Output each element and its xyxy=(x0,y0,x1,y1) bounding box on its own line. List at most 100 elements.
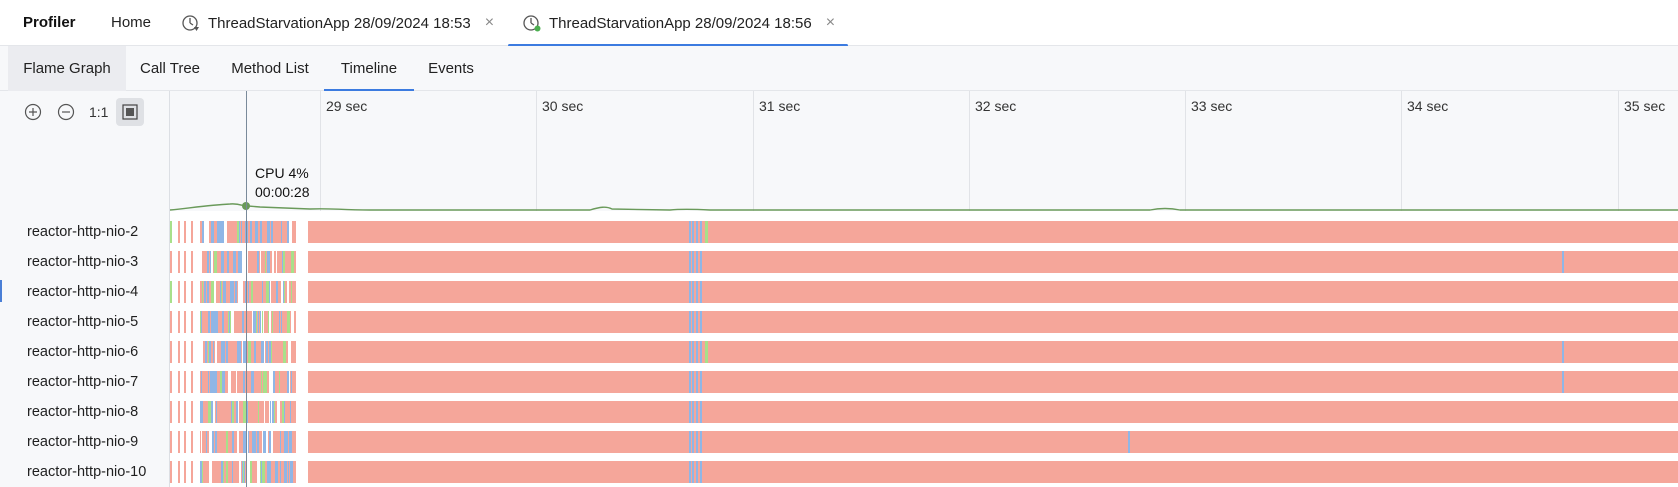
state-segment[interactable] xyxy=(696,461,698,483)
state-segment[interactable] xyxy=(191,251,193,273)
state-segment[interactable] xyxy=(692,281,694,303)
state-segment[interactable] xyxy=(211,371,213,393)
state-segment[interactable] xyxy=(178,371,180,393)
state-segment[interactable] xyxy=(700,221,702,243)
state-segment[interactable] xyxy=(242,461,243,483)
state-segment[interactable] xyxy=(211,251,213,273)
state-segment[interactable] xyxy=(689,341,691,363)
state-segment[interactable] xyxy=(226,461,228,483)
state-segment[interactable] xyxy=(222,311,223,333)
state-segment[interactable] xyxy=(1128,431,1130,453)
state-segment[interactable] xyxy=(170,401,172,423)
state-segment[interactable] xyxy=(223,461,224,483)
state-segment[interactable] xyxy=(228,311,229,333)
state-segment[interactable] xyxy=(308,371,1678,393)
state-segment[interactable] xyxy=(170,311,172,333)
state-segment[interactable] xyxy=(215,311,218,333)
state-segment[interactable] xyxy=(254,341,256,363)
state-segment[interactable] xyxy=(277,401,280,423)
state-segment[interactable] xyxy=(191,311,193,333)
state-segment[interactable] xyxy=(178,341,180,363)
state-segment[interactable] xyxy=(231,311,234,333)
tab-method-list[interactable]: Method List xyxy=(231,60,309,77)
state-segment[interactable] xyxy=(200,341,202,363)
state-segment[interactable] xyxy=(692,371,694,393)
state-segment[interactable] xyxy=(191,431,193,453)
state-segment[interactable] xyxy=(1562,371,1564,393)
state-segment[interactable] xyxy=(689,371,691,393)
state-segment[interactable] xyxy=(222,341,225,363)
state-segment[interactable] xyxy=(287,311,288,333)
state-segment[interactable] xyxy=(243,401,246,423)
state-segment[interactable] xyxy=(700,371,702,393)
state-segment[interactable] xyxy=(692,221,694,243)
state-segment[interactable] xyxy=(184,401,186,423)
state-segment[interactable] xyxy=(263,371,264,393)
state-segment[interactable] xyxy=(217,221,219,243)
session-tab-1853[interactable]: ThreadStarvationApp 28/09/2024 18:53 × xyxy=(181,0,494,46)
state-segment[interactable] xyxy=(692,251,694,273)
state-segment[interactable] xyxy=(273,371,275,393)
state-segment[interactable] xyxy=(184,281,186,303)
state-segment[interactable] xyxy=(200,401,203,423)
state-segment[interactable] xyxy=(700,341,702,363)
thread-state-chart[interactable] xyxy=(170,91,1678,487)
state-segment[interactable] xyxy=(237,221,239,243)
state-segment[interactable] xyxy=(263,431,266,453)
state-segment[interactable] xyxy=(215,341,217,363)
state-segment[interactable] xyxy=(289,431,292,453)
state-segment[interactable] xyxy=(240,281,243,303)
state-segment[interactable] xyxy=(291,281,292,303)
state-segment[interactable] xyxy=(202,281,203,303)
state-segment[interactable] xyxy=(208,311,210,333)
state-segment[interactable] xyxy=(243,371,245,393)
state-segment[interactable] xyxy=(288,461,289,483)
state-segment[interactable] xyxy=(284,461,287,483)
state-segment[interactable] xyxy=(222,371,223,393)
state-segment[interactable] xyxy=(178,221,180,243)
state-segment[interactable] xyxy=(178,281,180,303)
state-segment[interactable] xyxy=(170,221,172,243)
state-segment[interactable] xyxy=(178,251,180,273)
state-segment[interactable] xyxy=(202,461,203,483)
state-segment[interactable] xyxy=(251,371,254,393)
state-segment[interactable] xyxy=(282,401,284,423)
state-segment[interactable] xyxy=(264,341,265,363)
state-segment[interactable] xyxy=(244,461,245,483)
state-segment[interactable] xyxy=(265,251,266,273)
state-segment[interactable] xyxy=(289,431,290,453)
state-segment[interactable] xyxy=(266,341,267,363)
state-segment[interactable] xyxy=(241,221,242,243)
state-segment[interactable] xyxy=(275,461,278,483)
state-segment[interactable] xyxy=(223,281,225,303)
state-segment[interactable] xyxy=(243,461,244,483)
state-segment[interactable] xyxy=(184,431,186,453)
state-segment[interactable] xyxy=(259,461,260,483)
state-segment[interactable] xyxy=(202,221,204,243)
state-segment[interactable] xyxy=(705,341,708,363)
state-segment[interactable] xyxy=(267,251,270,273)
state-segment[interactable] xyxy=(248,281,249,303)
state-segment[interactable] xyxy=(207,221,208,243)
state-segment[interactable] xyxy=(284,431,285,453)
state-segment[interactable] xyxy=(282,251,283,273)
state-segment[interactable] xyxy=(232,401,234,423)
state-segment[interactable] xyxy=(276,251,277,273)
state-segment[interactable] xyxy=(236,401,238,423)
state-segment[interactable] xyxy=(184,221,186,243)
zoom-in-button[interactable] xyxy=(22,101,44,123)
state-segment[interactable] xyxy=(265,431,268,453)
state-segment[interactable] xyxy=(260,311,261,333)
state-segment[interactable] xyxy=(257,461,259,483)
state-segment[interactable] xyxy=(191,461,193,483)
state-segment[interactable] xyxy=(262,461,265,483)
state-segment[interactable] xyxy=(288,311,290,333)
state-segment[interactable] xyxy=(270,401,271,423)
state-segment[interactable] xyxy=(287,371,290,393)
state-segment[interactable] xyxy=(700,311,702,333)
state-segment[interactable] xyxy=(214,281,216,303)
state-segment[interactable] xyxy=(700,431,702,453)
state-segment[interactable] xyxy=(269,371,272,393)
state-segment[interactable] xyxy=(283,251,285,273)
session-tab-1856[interactable]: ThreadStarvationApp 28/09/2024 18:56 × xyxy=(508,0,848,47)
